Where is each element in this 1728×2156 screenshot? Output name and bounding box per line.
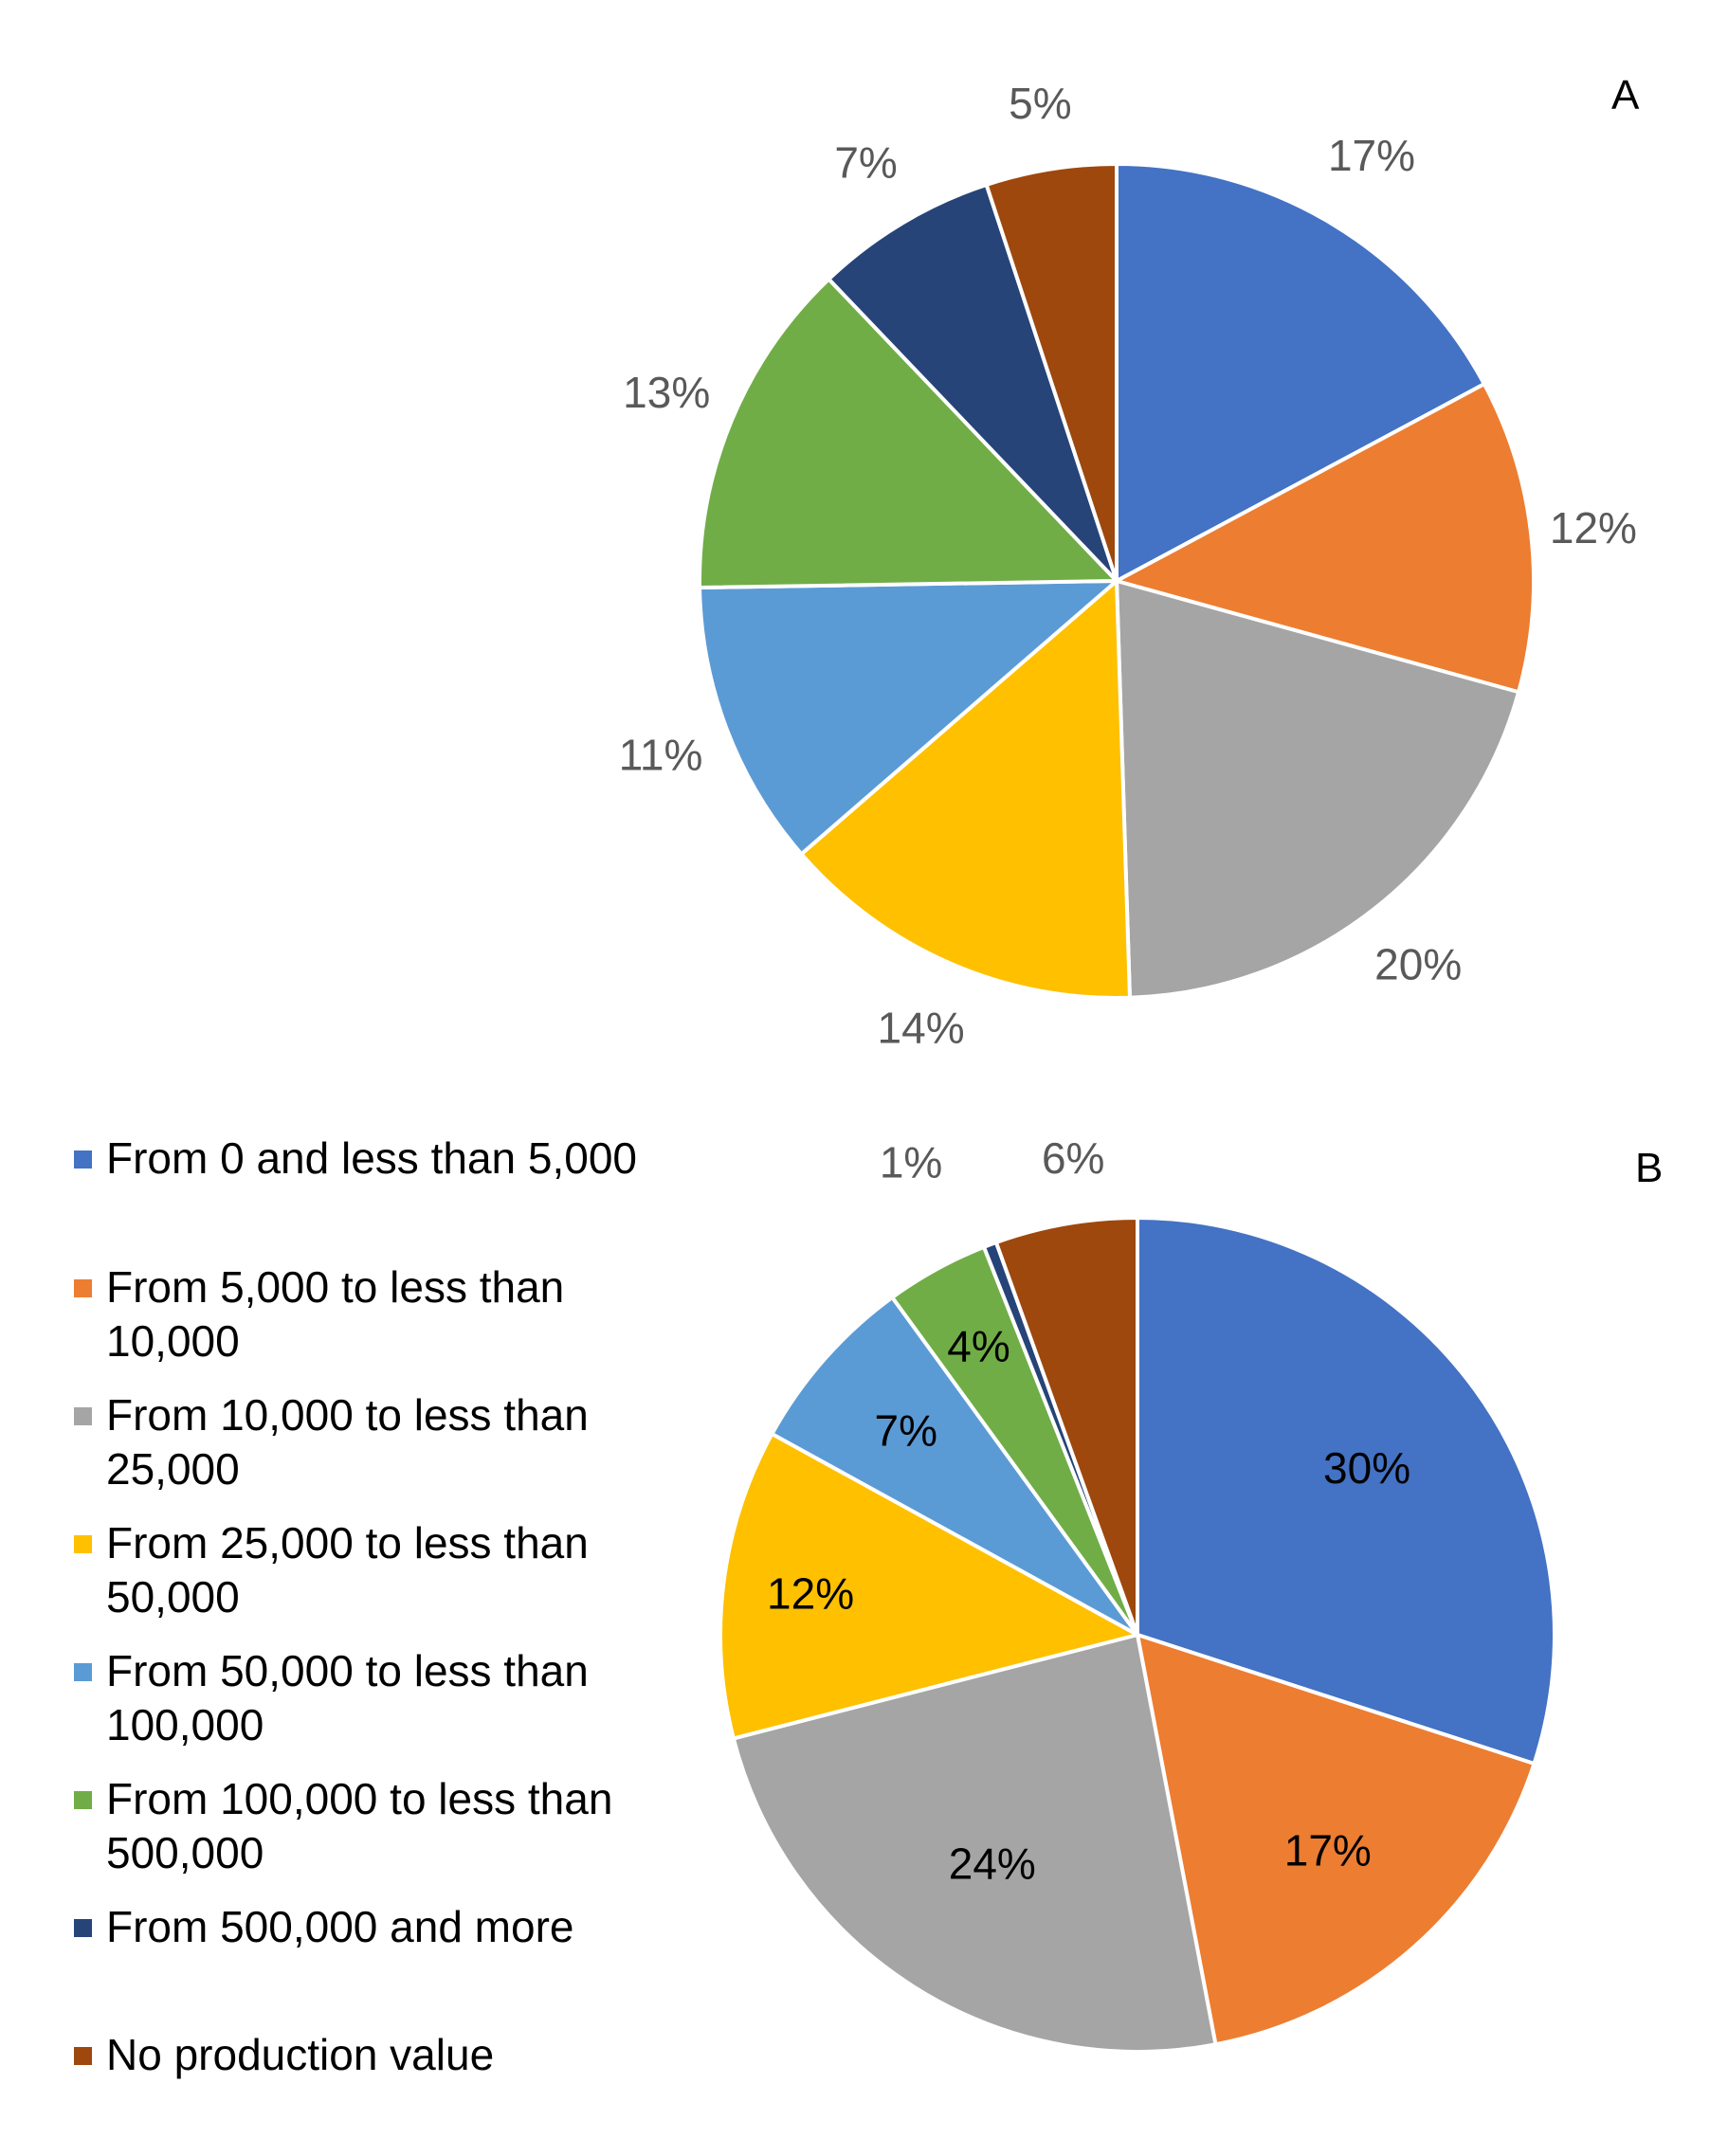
data-label: 5%: [1009, 79, 1071, 128]
data-label: 20%: [1374, 940, 1462, 989]
legend-item: From 50,000 to less than 100,000: [74, 1646, 589, 1749]
pie-slice: [799, 579, 1132, 1000]
panel-label-a: A: [1611, 72, 1640, 118]
legend-label: From 0 and less than 5,000: [106, 1133, 637, 1183]
data-label: 7%: [875, 1406, 937, 1456]
legend-label: 100,000: [106, 1700, 264, 1749]
data-label: 7%: [834, 137, 897, 187]
pie-slice: [1136, 1216, 1556, 1766]
data-label: 1%: [880, 1138, 942, 1187]
pie-slice: [993, 1216, 1139, 1637]
legend-label: 10,000: [106, 1316, 240, 1366]
pie-slice: [827, 182, 1119, 583]
pie-slice: [698, 579, 1119, 857]
pie-slice: [718, 1432, 1139, 1741]
pie-slice: [770, 1295, 1139, 1637]
legend-label: From 25,000 to less than: [106, 1518, 589, 1567]
legend-item: From 500,000 and more: [74, 1902, 574, 1951]
legend-swatch: [74, 1919, 92, 1937]
data-label: 30%: [1323, 1443, 1410, 1493]
pie-slice: [731, 1633, 1218, 2054]
legend-item: From 0 and less than 5,000: [74, 1133, 637, 1183]
legend-swatch: [74, 1407, 92, 1425]
data-label: 17%: [1328, 131, 1415, 180]
legend-label: No production value: [106, 2030, 494, 2079]
data-label: 17%: [1284, 1826, 1372, 1875]
pie-slice: [698, 277, 1119, 589]
pie-slice: [1115, 162, 1486, 583]
pie-slice: [1136, 1633, 1537, 2047]
legend-label: From 10,000 to less than: [106, 1390, 589, 1440]
legend-label: From 5,000 to less than: [106, 1262, 564, 1312]
panel-label-b: B: [1635, 1145, 1663, 1191]
legend-swatch: [74, 1535, 92, 1553]
legend-label: 500,000: [106, 1828, 264, 1877]
legend-swatch: [74, 1279, 92, 1297]
data-label: 24%: [949, 1839, 1036, 1889]
data-label: 12%: [1550, 503, 1637, 553]
data-label: 14%: [878, 1004, 965, 1053]
pie-slice: [1115, 382, 1536, 695]
legend: From 0 and less than 5,000 From 5,000 to …: [74, 1133, 637, 2079]
legend-label: From 500,000 and more: [106, 1902, 574, 1951]
legend-label: 50,000: [106, 1572, 240, 1622]
legend-swatch: [74, 1791, 92, 1809]
pie-slice: [1115, 579, 1521, 1000]
legend-item: From 100,000 to less than 500,000: [74, 1774, 612, 1877]
data-label: 13%: [623, 368, 710, 417]
data-label: 4%: [947, 1321, 1010, 1370]
pie-slice: [984, 162, 1119, 583]
legend-label: From 100,000 to less than: [106, 1774, 612, 1823]
legend-item: From 25,000 to less than 50,000: [74, 1518, 589, 1622]
legend-label: 25,000: [106, 1444, 240, 1494]
data-label: 12%: [767, 1568, 854, 1618]
data-label: 6%: [1042, 1133, 1104, 1183]
legend-label: From 50,000 to less than: [106, 1646, 589, 1695]
legend-item: No production value: [74, 2030, 494, 2079]
legend-swatch: [74, 2047, 92, 2065]
data-label: 11%: [619, 731, 703, 780]
pie-chart-a: 17% 12% 20% 14% 11% 13% 7% 5%: [619, 79, 1637, 1053]
pie-chart-b: 30% 17% 24% 12% 7%4% 1% 6%: [718, 1133, 1556, 2054]
legend-swatch: [74, 1150, 92, 1169]
legend-swatch: [74, 1663, 92, 1681]
